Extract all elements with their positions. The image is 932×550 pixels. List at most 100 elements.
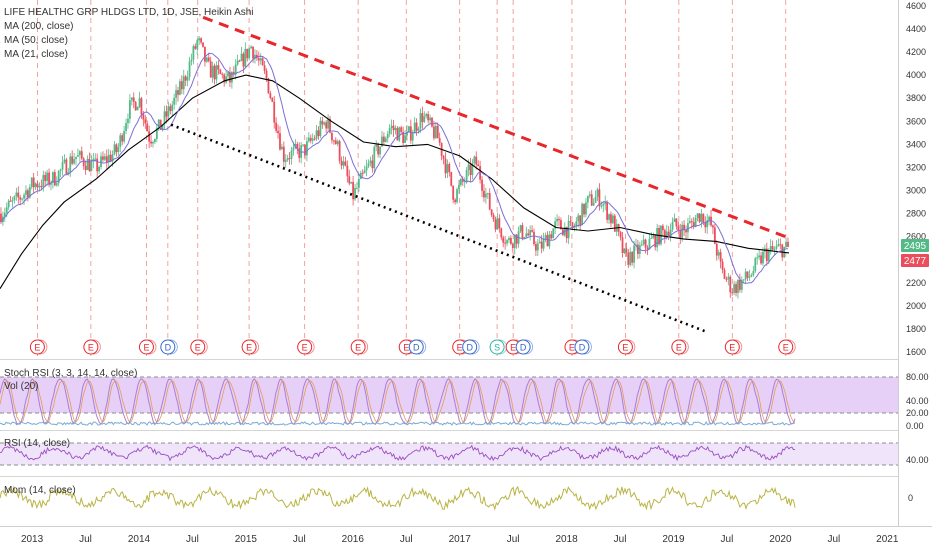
- event-marker[interactable]: [83, 339, 99, 355]
- candle-body: [50, 182, 52, 185]
- time-tick-label: Jul: [827, 534, 840, 545]
- candle-body: [196, 40, 199, 49]
- candle-body: [71, 156, 74, 164]
- candle-body: [683, 224, 685, 231]
- candle-body: [86, 158, 89, 171]
- candle-body: [756, 257, 759, 259]
- event-marker[interactable]: [190, 339, 206, 355]
- candle-body: [690, 221, 693, 223]
- candle-body: [735, 284, 737, 293]
- candle-body: [535, 244, 537, 251]
- candle-body: [452, 185, 455, 200]
- event-marker[interactable]: [297, 339, 313, 355]
- candle-body: [150, 141, 152, 144]
- time-tick-label: 2021: [876, 534, 899, 545]
- candle-body: [36, 183, 39, 188]
- event-marker[interactable]: [138, 339, 154, 355]
- candle-body: [375, 144, 378, 147]
- candle-body: [663, 230, 666, 238]
- candle-body: [625, 248, 628, 253]
- price-axis[interactable]: 4600 4400 4200 4000 3800 3600 3400 3200 3000 2800…: [898, 0, 930, 526]
- candle-body: [725, 278, 728, 280]
- stoch-tick-label: 80.00: [906, 372, 929, 382]
- candle-body: [767, 250, 770, 262]
- event-marker[interactable]: [574, 339, 590, 355]
- event-marker[interactable]: [489, 339, 505, 355]
- candle-body: [467, 164, 470, 170]
- candle-body: [558, 219, 560, 221]
- candle-body: [142, 114, 145, 120]
- candle-body: [346, 165, 349, 177]
- candle-body: [565, 226, 568, 239]
- event-marker-label: E: [302, 343, 308, 353]
- candle-body: [82, 158, 85, 166]
- price-tick-label: 3600: [906, 116, 926, 126]
- time-tick-label: Jul: [614, 534, 627, 545]
- candle-body: [546, 235, 549, 247]
- time-tick-label: Jul: [79, 534, 92, 545]
- event-marker[interactable]: [515, 339, 531, 355]
- event-marker[interactable]: [617, 339, 633, 355]
- event-marker[interactable]: [462, 339, 478, 355]
- event-marker[interactable]: [350, 339, 366, 355]
- event-marker[interactable]: [408, 339, 424, 355]
- event-marker[interactable]: [241, 339, 257, 355]
- event-marker-label: E: [88, 343, 94, 353]
- event-marker[interactable]: [160, 339, 176, 355]
- time-tick-label: 2018: [555, 534, 578, 545]
- event-marker[interactable]: [29, 339, 45, 355]
- time-axis[interactable]: 2013 Jul 2014 Jul 2015 Jul 2016 Jul 2017 Jul 2018 J…: [0, 526, 932, 546]
- resistance-trendline[interactable]: [202, 15, 787, 239]
- chart-legend: LIFE HEALTHC GRP HLDGS LTD, 1D, JSE, Hei…: [4, 7, 254, 60]
- time-axis-ticks: 2013 Jul 2014 Jul 2015 Jul 2016 Jul 2017 Jul 2018 J…: [21, 534, 899, 545]
- candle-body: [292, 147, 295, 151]
- event-marker[interactable]: [671, 339, 687, 355]
- candle-body: [427, 113, 430, 121]
- candle-body: [179, 81, 181, 95]
- time-tick-label: Jul: [721, 534, 734, 545]
- event-marker[interactable]: [724, 339, 740, 355]
- candle-body: [508, 237, 510, 241]
- rsi-label[interactable]: RSI (14, close): [4, 438, 70, 449]
- candle-body: [53, 172, 56, 186]
- candle-body: [117, 146, 120, 153]
- candle-body: [469, 164, 472, 175]
- last-close-badge-text: 2477: [904, 256, 927, 267]
- candle-body: [234, 64, 237, 75]
- candle-body: [279, 133, 281, 150]
- legend-ma50[interactable]: MA (50, close): [4, 35, 68, 46]
- stoch-pane[interactable]: Stoch RSI (3, 3, 14, 14, close) Vol (20): [0, 359, 898, 426]
- candle-body: [13, 196, 16, 201]
- candle-body: [304, 144, 306, 156]
- candle-body: [338, 141, 341, 161]
- price-tick-label: 4400: [906, 24, 926, 34]
- vol-label[interactable]: Vol (20): [4, 381, 38, 392]
- candle-body: [708, 216, 710, 221]
- candle-body: [717, 252, 720, 256]
- time-tick-label: Jul: [293, 534, 306, 545]
- price-tick-label: 2000: [906, 301, 926, 311]
- candle-body: [198, 38, 201, 41]
- mom-line: [0, 485, 796, 511]
- candle-body: [157, 119, 160, 129]
- stoch-label[interactable]: Stoch RSI (3, 3, 14, 14, close): [4, 368, 137, 379]
- candle-body: [640, 244, 643, 246]
- candle-body: [506, 240, 508, 244]
- candle-body: [623, 248, 626, 254]
- mom-label[interactable]: Mom (14, close): [4, 485, 76, 496]
- candle-body: [132, 97, 135, 102]
- candle-body: [379, 146, 381, 155]
- mom-pane[interactable]: Mom (14, close): [0, 476, 898, 511]
- candle-body: [356, 187, 358, 189]
- candle-body: [540, 241, 543, 249]
- event-marker[interactable]: [778, 339, 794, 355]
- last-price-badge: [901, 239, 929, 252]
- rsi-pane[interactable]: RSI (14, close): [0, 430, 898, 466]
- legend-ma200[interactable]: MA (200, close): [4, 21, 73, 32]
- candle-body: [286, 158, 289, 160]
- candle-body: [161, 124, 164, 130]
- legend-ma21[interactable]: MA (21, close): [4, 49, 68, 60]
